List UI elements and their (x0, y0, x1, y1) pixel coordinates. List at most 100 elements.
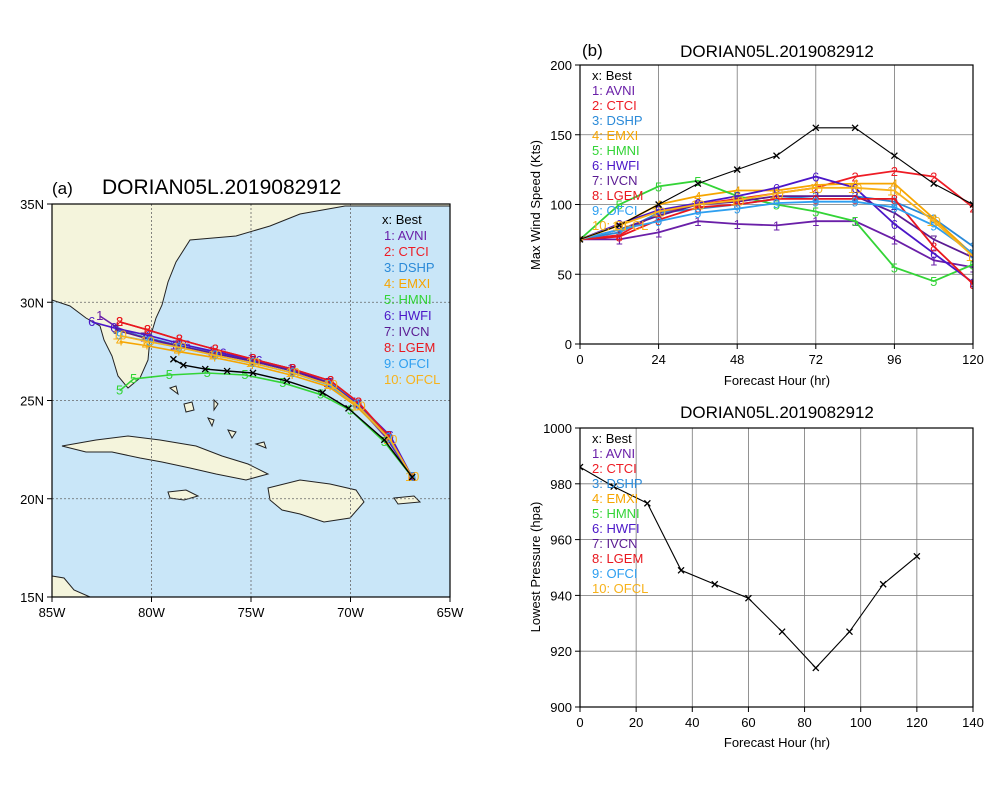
series-marker: 10 (730, 193, 744, 208)
map-best-marker (380, 436, 388, 444)
map-track-marker: 6 (88, 314, 95, 329)
series-marker: 6 (655, 203, 662, 218)
map-best-marker (179, 361, 187, 369)
tick-label-x: 60 (741, 715, 755, 730)
tick-label-y: 0 (565, 337, 572, 352)
tick-label-x: 24 (651, 352, 665, 367)
map-legend-entry: 5: HMNI (384, 292, 432, 307)
series-marker: 7 (930, 232, 937, 247)
land-cuba (61, 435, 270, 481)
series-marker: 10 (887, 184, 901, 199)
panel-c-ylabel: Lowest Pressure (hpa) (528, 502, 543, 633)
map-track-marker: 1 (96, 308, 103, 323)
series-marker: 1 (655, 225, 662, 240)
map-track-marker: 10 (351, 398, 365, 413)
best-marker (615, 221, 623, 229)
series-marker: 6 (930, 246, 937, 261)
series-marker: 4 (812, 178, 819, 193)
map-track-marker: 10 (286, 365, 300, 380)
series-marker: 8 (930, 239, 937, 254)
series-marker: 10 (848, 181, 862, 196)
series-marker: 6 (891, 217, 898, 232)
series-line-hwfi (580, 175, 973, 284)
map-best-marker (319, 389, 327, 397)
map-track-marker: 10 (140, 334, 154, 349)
series-marker: 6 (812, 170, 819, 185)
legend-entry: 3: DSHP (592, 476, 643, 491)
tick-label-y: 920 (550, 644, 572, 659)
best-marker (846, 628, 853, 636)
best-marker (610, 483, 618, 491)
map-track-marker: 4 (325, 379, 332, 394)
map-track-marker: 4 (353, 398, 360, 413)
series-marker: 8 (969, 277, 976, 292)
map-tick-label-x: 70W (337, 605, 364, 620)
map-track-marker: 3 (144, 330, 151, 345)
map-best-marker (223, 367, 231, 375)
map-tick-label-y: 25N (20, 394, 44, 409)
land-jamaica (167, 489, 200, 501)
series-marker: 9 (734, 202, 741, 217)
legend-entry: 10: OFCL (592, 218, 648, 233)
tick-label-x: 0 (576, 715, 583, 730)
map-track-marker: 3 (176, 337, 183, 352)
panel-c-ticks: 0 20 40 60 80 100 120 140 900 920 940 960 980 1000 (543, 421, 984, 730)
legend-best: x: Best (592, 68, 632, 83)
best-marker (580, 235, 584, 243)
series-marker: 8 (734, 198, 741, 213)
series-marker: 3 (655, 206, 662, 221)
series-marker: 1 (734, 217, 741, 232)
series-marker: 10 (769, 186, 783, 201)
series-marker: 10 (691, 198, 705, 213)
map-legend-entry: 10: OFCL (384, 372, 440, 387)
map-track-lgem (119, 321, 413, 478)
series-marker: 1 (891, 232, 898, 247)
tick-label-x: 40 (685, 715, 699, 730)
legend-entry: 6: HWFI (592, 158, 640, 173)
best-marker (643, 499, 651, 507)
tick-label-x: 140 (962, 715, 984, 730)
map-track-marker: 4 (142, 337, 149, 352)
tick-label-y: 940 (550, 588, 572, 603)
series-line-ofci (580, 200, 973, 255)
tick-label-x: 120 (962, 352, 984, 367)
legend-entry: 1: AVNI (592, 446, 635, 461)
map-track-hmni (119, 372, 413, 478)
tick-label-y: 900 (550, 700, 572, 715)
panel-b-ylabel: Max Wind Speed (Kts) (528, 140, 543, 270)
series-marker: 9 (694, 206, 701, 221)
map-track-marker: 5 (241, 367, 248, 382)
map-legend-entry: 7: IVCN (384, 324, 430, 339)
legend-entry: 8: LGEM (592, 188, 643, 203)
series-marker: 4 (694, 189, 701, 204)
land-hispaniola (267, 479, 365, 523)
map-track-marker: 10 (208, 347, 222, 362)
panel-c-lines (580, 463, 921, 672)
best-marker (677, 566, 685, 574)
map-track-marker: 6 (146, 328, 153, 343)
best-marker (778, 628, 786, 636)
map-track-marker: 9 (146, 334, 153, 349)
best-marker (930, 180, 938, 188)
map-track-marker: 8 (289, 361, 296, 376)
map-track-marker: 4 (247, 357, 254, 372)
best-marker (890, 152, 898, 160)
tick-label-y: 980 (550, 477, 572, 492)
series-marker: 8 (773, 192, 780, 207)
best-marker (580, 463, 584, 471)
map-track-marker: 6 (220, 345, 227, 360)
map-track-marker: 7 (249, 353, 256, 368)
series-marker: 7 (812, 189, 819, 204)
series-marker: 9 (812, 195, 819, 210)
map-track-marker: 5 (381, 434, 388, 449)
map-track-marker: 5 (204, 365, 211, 380)
map-track-marker: 8 (327, 373, 334, 388)
map-best-marker (408, 473, 416, 481)
series-marker: 5 (655, 179, 662, 194)
series-marker: 10 (966, 249, 980, 264)
series-marker: 1 (694, 214, 701, 229)
series-marker: 4 (773, 184, 780, 199)
panel-a-map: (a) DORIAN05L.2019082912 111111111112222… (20, 176, 464, 620)
